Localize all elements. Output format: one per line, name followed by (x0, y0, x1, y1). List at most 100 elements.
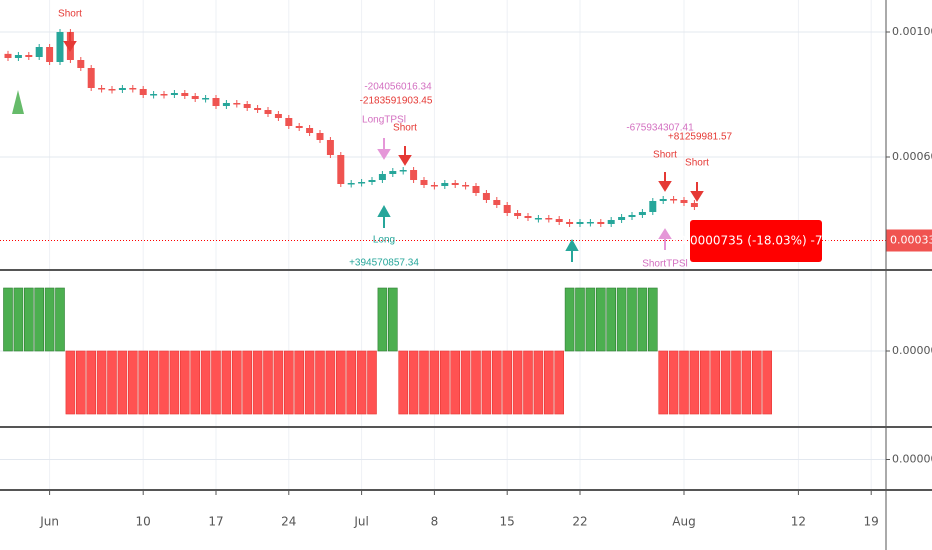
histogram-bar (190, 350, 200, 415)
histogram-bar (398, 350, 409, 415)
histogram-bar (377, 287, 388, 352)
candle-body (649, 201, 657, 212)
histogram-bar (159, 350, 169, 415)
candle-body (420, 180, 428, 185)
histogram-bar (294, 350, 305, 415)
candle-body (285, 118, 293, 126)
histogram-bar (751, 350, 762, 415)
last-price-label: 0.0003328 (890, 234, 932, 247)
histogram-bar (117, 350, 128, 415)
candle-body (618, 217, 626, 220)
candle-body (243, 104, 251, 108)
histogram-bar (543, 350, 554, 415)
histogram-bar (689, 350, 700, 415)
histogram-bar (55, 287, 65, 352)
histogram-bar (523, 350, 533, 415)
histogram-bar (107, 350, 117, 415)
histogram-bar (679, 350, 689, 415)
annotation: +81259981.57 (668, 132, 733, 143)
candle-body (514, 213, 522, 216)
histogram-bar (491, 350, 502, 415)
candle-body (139, 89, 147, 95)
histogram-bar (658, 350, 669, 415)
x-tick-label: 12 (791, 515, 806, 529)
x-tick-label: Aug (672, 515, 695, 529)
histogram-bar (502, 350, 513, 415)
histogram-bar (554, 350, 565, 415)
candle-body (170, 93, 178, 95)
annotation: LongTPSl (362, 115, 406, 126)
short-arrow (63, 32, 77, 52)
candle-body (680, 200, 688, 203)
histogram-bar (65, 350, 76, 415)
histogram-bar (148, 350, 159, 415)
candle-body (295, 126, 303, 128)
histogram-bar (34, 287, 45, 352)
y-tick-label: 0.0000000 (892, 344, 932, 357)
histogram-bar (710, 350, 721, 415)
candle-body (451, 183, 459, 185)
short-arrow (690, 182, 704, 202)
candle-body (46, 47, 54, 62)
candle-body (555, 219, 563, 222)
histogram-bar (96, 350, 107, 415)
histogram-bar (346, 350, 357, 415)
histogram-bar (252, 350, 263, 415)
histogram-bar (512, 350, 523, 415)
position-label: -0.0000735 (-18.03%) -735 (674, 220, 838, 262)
short-arrow (658, 172, 672, 192)
tp-arrow (658, 228, 672, 250)
histogram-bar (762, 350, 773, 415)
histogram-bar (668, 350, 679, 415)
histogram-bar (408, 350, 419, 415)
x-tick-label: 17 (208, 515, 223, 529)
histogram-bar (283, 350, 294, 415)
candle-body (638, 212, 646, 215)
histogram-bar (699, 350, 710, 415)
candle-body (670, 199, 678, 201)
x-tick-label: 22 (572, 515, 587, 529)
x-tick-label: 10 (136, 515, 151, 529)
histogram-bar (325, 350, 336, 415)
candle-body (337, 155, 345, 184)
last-price-box (886, 229, 932, 252)
histogram-bar (429, 350, 440, 415)
histogram-bar (315, 350, 325, 415)
candle-body (181, 93, 189, 96)
histogram-bar (356, 350, 367, 415)
candle-body (628, 215, 636, 217)
annotation: Short (685, 158, 709, 169)
x-tick-label: Jul (353, 515, 368, 529)
x-tick-label: Jun (39, 515, 59, 529)
candle-body (233, 103, 241, 105)
y-tick-label: 0.0006000 (892, 150, 932, 163)
candle-body (545, 218, 553, 220)
candle-body (129, 88, 137, 90)
tp-arrow (377, 138, 391, 160)
candle-body (690, 203, 698, 207)
candle-body (524, 216, 532, 218)
candle-body (202, 98, 210, 100)
histogram-bar (211, 350, 221, 415)
candle-body (399, 170, 407, 172)
x-tick-label: 19 (864, 515, 879, 529)
short-arrow (398, 146, 412, 166)
histogram-bar (387, 287, 398, 352)
histogram-bar (335, 350, 346, 415)
x-tick-label: 24 (281, 515, 296, 529)
annotation: +394570857.34 (349, 258, 419, 269)
annotation: Short (58, 9, 82, 20)
histogram-bar (76, 350, 86, 415)
histogram-bar (200, 350, 211, 415)
annotation: ShortTPSl (642, 259, 688, 270)
histogram-bar (13, 287, 24, 352)
candle-body (482, 193, 490, 200)
annotation: -2183591903.45 (360, 96, 433, 107)
histogram-bar (575, 287, 585, 352)
candle-body (462, 185, 470, 187)
buy-triangle (12, 90, 24, 114)
candle-body (378, 174, 386, 180)
candle-body (326, 140, 334, 155)
